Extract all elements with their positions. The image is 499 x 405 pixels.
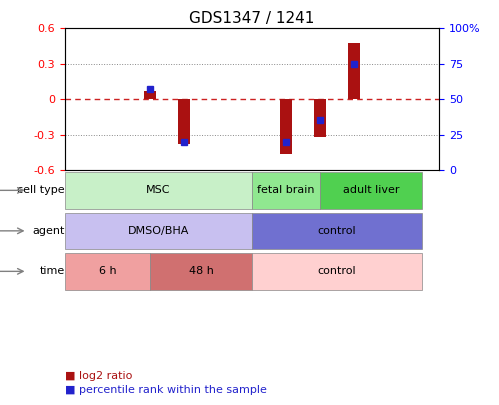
Text: ■ log2 ratio: ■ log2 ratio — [65, 371, 132, 381]
FancyBboxPatch shape — [252, 172, 320, 209]
Title: GDS1347 / 1241: GDS1347 / 1241 — [189, 11, 315, 26]
Bar — [348, 43, 360, 99]
Bar — [314, 99, 326, 137]
Text: MSC: MSC — [146, 185, 171, 195]
Text: control: control — [318, 266, 356, 276]
Text: agent: agent — [32, 226, 65, 236]
FancyBboxPatch shape — [252, 213, 422, 249]
Text: DMSO/BHA: DMSO/BHA — [128, 226, 189, 236]
FancyBboxPatch shape — [320, 172, 422, 209]
Bar — [280, 99, 292, 153]
Text: fetal brain: fetal brain — [257, 185, 315, 195]
Text: control: control — [318, 226, 356, 236]
FancyBboxPatch shape — [252, 253, 422, 290]
Text: adult liver: adult liver — [343, 185, 399, 195]
Bar — [178, 99, 190, 144]
FancyBboxPatch shape — [65, 253, 150, 290]
FancyBboxPatch shape — [65, 172, 252, 209]
Text: 6 h: 6 h — [99, 266, 116, 276]
FancyBboxPatch shape — [150, 253, 252, 290]
Text: time: time — [39, 266, 65, 276]
Text: 48 h: 48 h — [189, 266, 214, 276]
Text: ■ percentile rank within the sample: ■ percentile rank within the sample — [65, 385, 267, 395]
FancyBboxPatch shape — [65, 213, 252, 249]
Bar — [144, 91, 156, 99]
Text: cell type: cell type — [17, 185, 65, 195]
